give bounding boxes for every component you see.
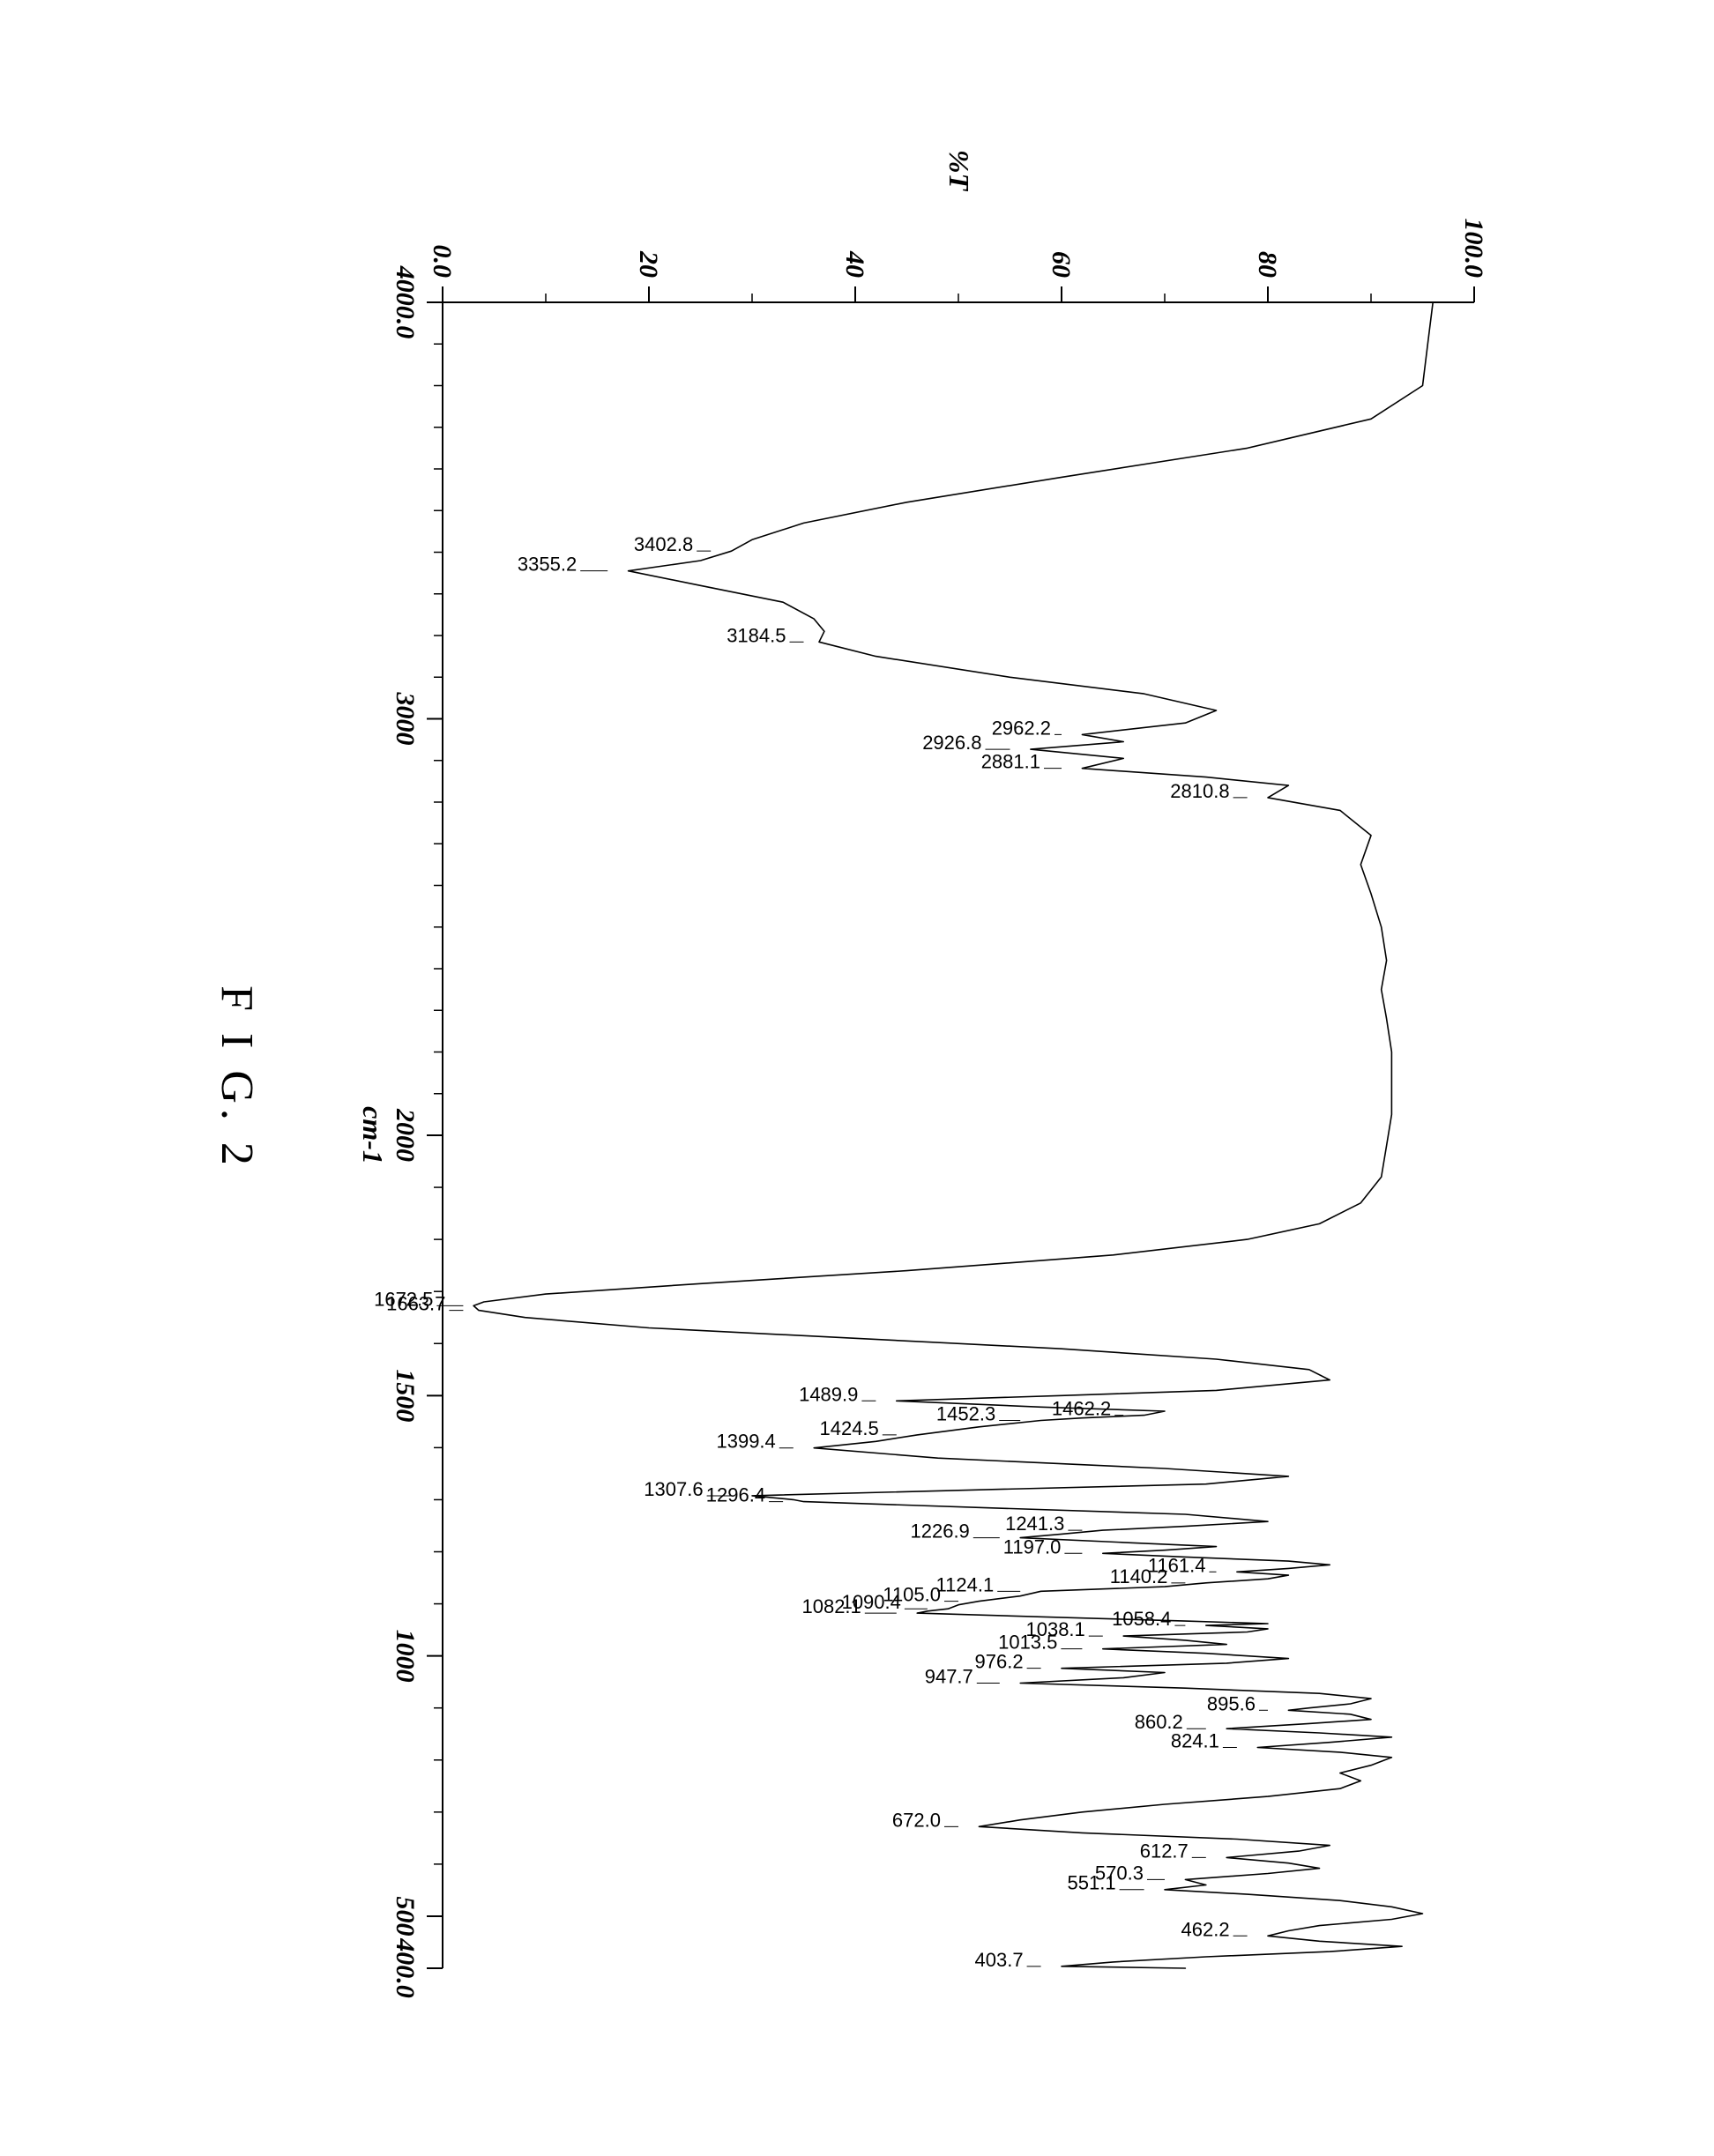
y-tick-label: 0.0 [428,245,457,279]
peak-label: 1082.1 [802,1595,861,1617]
x-tick-label: 500 [391,1896,420,1936]
peak-label: 1462.2 [1052,1398,1111,1420]
y-tick-label: 100.0 [1459,219,1488,279]
peak-label: 1424.5 [820,1417,879,1439]
peak-label: 895.6 [1207,1692,1256,1714]
x-tick-label: 2000 [391,1108,420,1162]
figure-caption: F I G. 2 [212,985,262,1171]
ir-spectrum-chart: 0.0 20 40 60 80 100.0 %T 4000.0 3000 2000 1500 1000… [169,108,1545,2048]
peak-label: 3355.2 [518,554,577,576]
peak-label: 2810.8 [1170,780,1229,802]
peak-label: 2962.2 [992,717,1051,739]
peak-label: 551.1 [1068,1872,1116,1894]
peak-label: 1124.1 [936,1573,995,1595]
x-tick-label: 4000.0 [391,265,420,339]
peak-label: 3402.8 [634,533,693,555]
peak-label: 1399.4 [717,1431,776,1453]
peak-label: 1452.3 [936,1402,995,1424]
peak-label: 3184.5 [727,624,786,646]
peak-label: 403.7 [975,1949,1024,1971]
chart-container: 0.0 20 40 60 80 100.0 %T 4000.0 3000 2000 1500 1000… [169,108,1545,2048]
y-tick-label: 40 [840,250,869,278]
y-tick-label: 80 [1253,251,1282,278]
y-axis-title: %T [943,150,975,192]
x-tick-label: 1000 [391,1630,420,1683]
x-tick-label: 1500 [391,1369,420,1422]
peak-label: 824.1 [1171,1730,1219,1752]
peak-label: 947.7 [925,1666,973,1688]
y-tick-label: 60 [1047,251,1076,278]
peak-label: 1489.9 [799,1383,858,1405]
peak-label: 1307.6 [644,1478,703,1500]
x-tick-label: 400.0 [391,1937,420,1998]
peak-label: 1296.4 [706,1484,765,1506]
peak-label: 2926.8 [922,732,981,754]
chart-background [169,108,1545,2048]
peak-label: 1241.3 [1005,1513,1064,1535]
x-axis-title: cm-1 [357,1106,389,1164]
peak-label: 462.2 [1181,1918,1230,1940]
y-tick-label: 20 [634,250,663,278]
peak-label: 2881.1 [981,751,1040,773]
peak-label: 976.2 [975,1651,1024,1673]
peak-label: 612.7 [1140,1840,1189,1862]
x-tick-label: 3000 [391,692,420,746]
page: 0.0 20 40 60 80 100.0 %T 4000.0 3000 2000 1500 1000… [0,0,1714,2156]
peak-label: 672.0 [892,1809,941,1831]
peak-label: 1058.4 [1112,1608,1171,1630]
peak-label: 1197.0 [1003,1535,1062,1558]
peak-label: 1226.9 [911,1520,970,1543]
peak-label: 1663.7 [386,1293,445,1315]
peak-label: 1140.2 [1110,1565,1168,1587]
